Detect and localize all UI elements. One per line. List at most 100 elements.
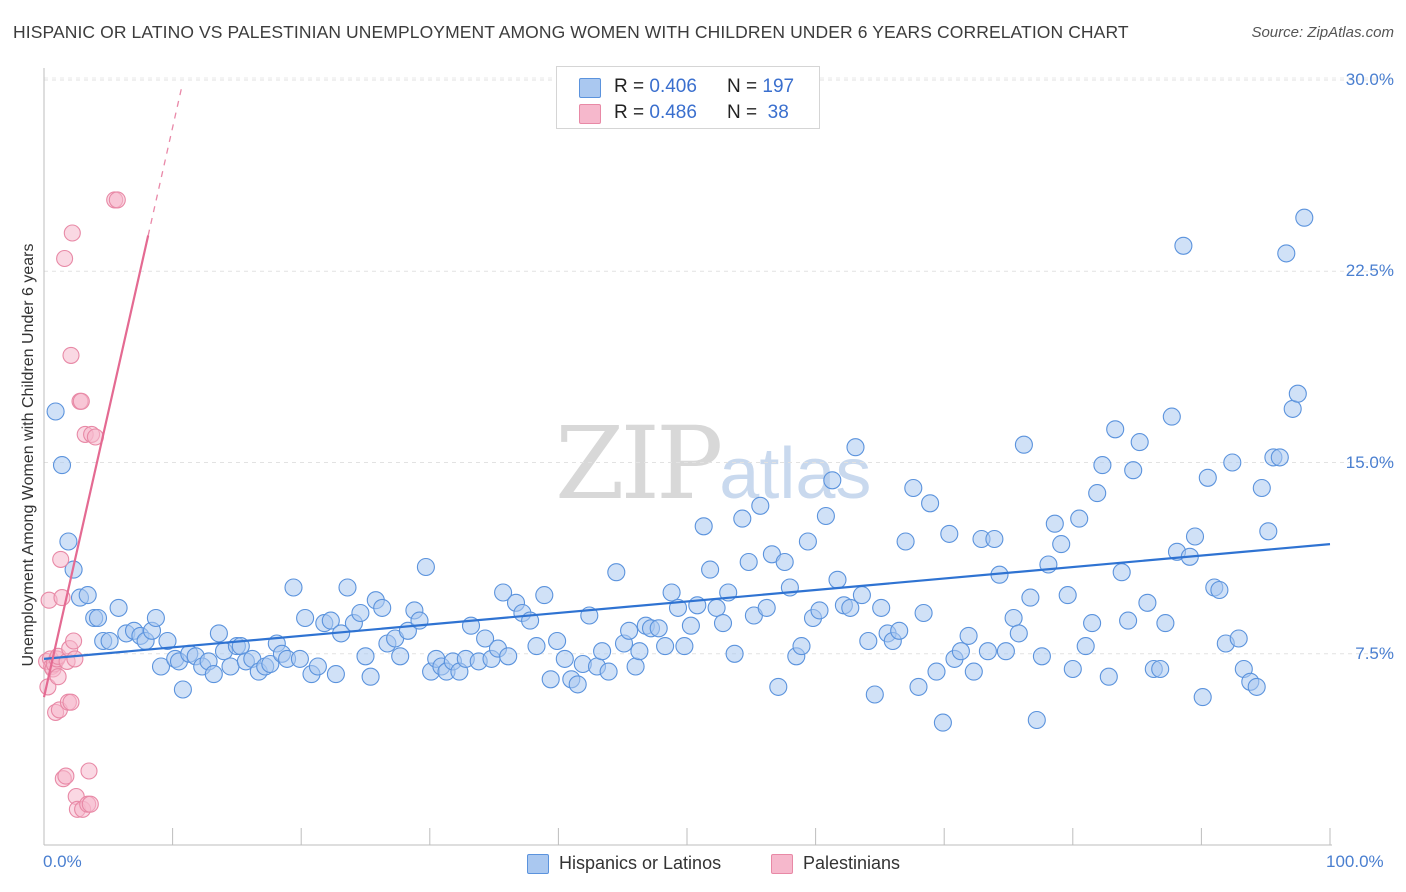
hispanic-point-160 [1027, 710, 1046, 730]
hispanic-point-130 [841, 598, 860, 617]
hispanic-point-145 [933, 713, 952, 732]
hispanic-point-170 [1088, 484, 1107, 503]
palestinian-point-36 [108, 191, 126, 209]
hispanic-point-17 [151, 657, 171, 676]
palestinian-point-20 [62, 346, 80, 364]
hispanic-point-181 [1156, 614, 1175, 633]
hispanic-point-144 [927, 662, 946, 681]
hispanic-point-172 [1099, 667, 1118, 686]
legend-label-palestinian: Palestinians [803, 853, 901, 873]
hispanic-point-52 [356, 647, 375, 666]
hispanic-point-10 [109, 598, 128, 617]
hispanic-point-62 [416, 557, 435, 577]
hispanic-point-149 [959, 626, 978, 645]
hispanic-point-201 [1277, 244, 1296, 263]
palestinian-point-16 [57, 767, 75, 785]
hispanic-point-196 [1247, 677, 1266, 696]
hispanic-point-47 [326, 665, 345, 684]
hispanic-point-107 [701, 560, 720, 579]
legend-swatch-hispanic-bottom [527, 854, 549, 874]
hispanic-point-81 [535, 586, 554, 605]
hispanic-point-83 [548, 631, 567, 651]
hispanic-point-123 [798, 532, 817, 551]
hispanic-point-182 [1162, 407, 1181, 426]
hispanic-point-75 [494, 583, 513, 602]
palestinian-point-22 [65, 632, 83, 650]
x-tick-label-min: 0.0% [43, 852, 82, 871]
legend-swatch-hispanic [579, 78, 601, 98]
hispanic-point-111 [725, 644, 744, 663]
legend-n-palestinian: N = 38 [727, 102, 789, 123]
palestinian-point-37 [62, 693, 80, 711]
hispanic-point-135 [872, 598, 891, 617]
hispanic-point-153 [985, 529, 1004, 549]
hispanic-point-152 [978, 642, 997, 661]
watermark-atlas: atlas [719, 434, 872, 514]
hispanic-point-27 [209, 624, 228, 643]
hispanic-point-193 [1229, 629, 1248, 648]
hispanic-point-156 [1004, 608, 1023, 628]
hispanic-point-139 [896, 532, 915, 551]
hispanic-point-41 [290, 649, 309, 668]
hispanic-point-84 [555, 649, 574, 668]
hispanic-point-16 [146, 608, 165, 628]
hispanic-point-51 [351, 603, 370, 623]
hispanic-point-106 [694, 517, 713, 536]
hispanic-point-175 [1119, 611, 1138, 630]
hispanic-point-72 [476, 629, 495, 648]
hispanic-point-171 [1093, 456, 1112, 475]
hispanic-point-116 [757, 598, 776, 617]
hispanic-point-49 [338, 578, 357, 597]
watermark: ZIPatlas [555, 405, 871, 522]
palestinian-point-23 [66, 650, 84, 668]
hispanic-point-53 [361, 667, 380, 686]
hispanic-point-103 [675, 637, 694, 656]
palestinian-trend-extension [147, 87, 183, 236]
hispanic-point-146 [940, 524, 959, 543]
hispanic-point-113 [739, 552, 758, 572]
hispanic-point-204 [1295, 208, 1314, 227]
hispanic-point-127 [823, 471, 842, 490]
hispanic-point-0 [46, 402, 65, 421]
chart-title: HISPANIC OR LATINO VS PALESTINIAN UNEMPL… [13, 22, 1129, 42]
y-tick-label-0: 7.5% [1355, 643, 1394, 663]
hispanic-point-46 [321, 611, 340, 630]
hispanic-point-126 [816, 506, 835, 526]
hispanic-point-192 [1223, 453, 1242, 472]
hispanic-point-76 [499, 647, 518, 666]
hispanic-point-132 [852, 586, 871, 605]
hispanic-point-133 [859, 631, 878, 651]
correlation-legend: R = 0.406 N = 197 R = 0.486 N = 38 [556, 66, 820, 129]
hispanic-point-29 [221, 657, 240, 676]
hispanic-point-161 [1032, 647, 1051, 666]
hispanic-point-197 [1252, 478, 1271, 498]
hispanic-point-163 [1045, 514, 1064, 533]
hispanic-point-90 [593, 642, 612, 661]
legend-n-hispanic: N = 197 [727, 76, 795, 97]
hispanic-point-187 [1193, 688, 1212, 707]
hispanic-point-26 [204, 665, 223, 684]
hispanic-point-178 [1138, 593, 1157, 612]
hispanic-point-115 [751, 496, 770, 515]
hispanic-point-186 [1185, 527, 1205, 546]
y-tick-label-3: 30.0% [1345, 70, 1394, 89]
legend-r-hispanic: R = 0.406 [614, 76, 697, 97]
hispanic-point-82 [541, 670, 560, 689]
palestinian-point-31 [80, 762, 98, 780]
hispanic-point-44 [308, 657, 327, 676]
y-tick-label-1: 15.0% [1345, 452, 1394, 472]
hispanic-point-99 [649, 619, 668, 638]
hispanic-point-177 [1130, 433, 1149, 452]
hispanic-point-9 [100, 631, 119, 651]
hispanic-point-158 [1014, 435, 1033, 454]
legend-swatch-palestinian-bottom [771, 854, 793, 874]
hispanic-point-176 [1124, 461, 1143, 480]
hispanic-point-128 [828, 570, 847, 589]
hispanic-point-112 [733, 509, 752, 528]
hispanic-point-142 [914, 603, 933, 623]
hispanic-point-101 [662, 583, 681, 602]
hispanic-point-5 [78, 586, 97, 605]
hispanic-point-36 [261, 654, 280, 674]
hispanic-point-140 [904, 478, 923, 498]
